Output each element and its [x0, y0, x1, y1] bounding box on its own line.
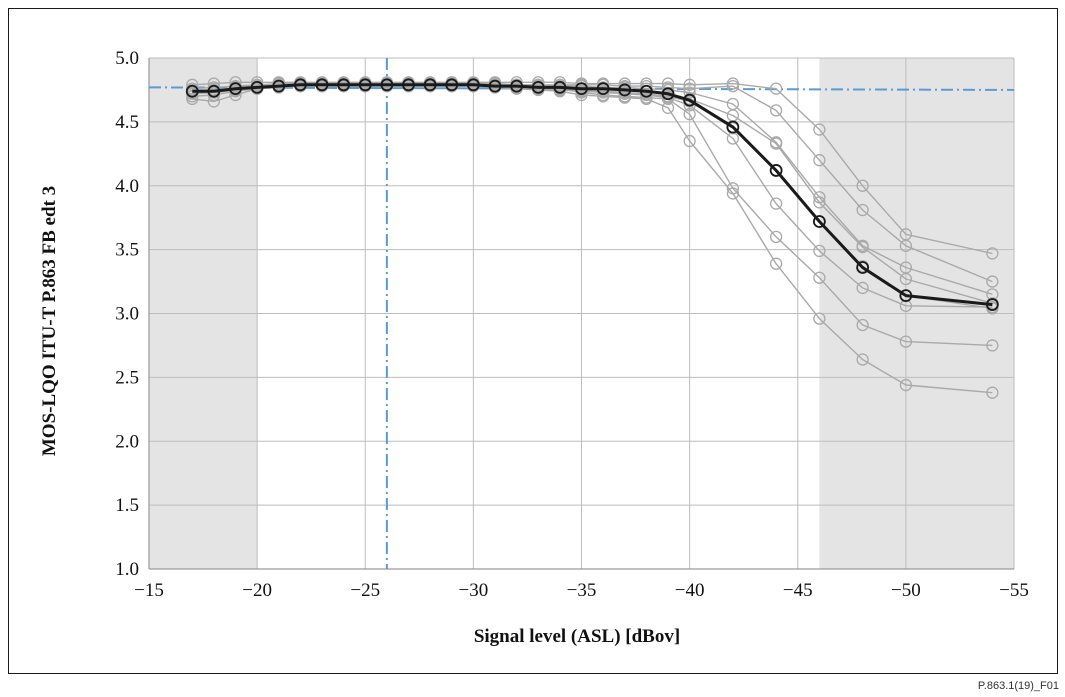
- mean-series-point: [985, 298, 999, 311]
- x-tick-label-3: −25: [350, 580, 380, 601]
- y-tick-label-5: 3.0: [115, 304, 139, 325]
- series-6-point: [813, 244, 826, 258]
- mean-series-point: [185, 84, 199, 98]
- series-2-point: [726, 79, 740, 93]
- series-7-point: [986, 339, 999, 352]
- mean-series-point: [229, 82, 242, 96]
- series-4-point: [813, 196, 826, 209]
- mean-series-point: [445, 78, 459, 92]
- x-tick-label-5: −35: [567, 580, 597, 601]
- axes: [148, 58, 1014, 570]
- mean-series-point: [337, 78, 351, 92]
- mean-series-point: [856, 261, 870, 274]
- x-tick-label-7: −45: [783, 580, 813, 601]
- mean-series-point: [575, 82, 588, 96]
- series-1-point: [856, 179, 869, 192]
- mean-series-point: [466, 78, 480, 92]
- series-3-point: [661, 83, 675, 97]
- series-6-point: [769, 197, 783, 210]
- series-8-point: [899, 378, 913, 392]
- series: [185, 76, 999, 399]
- y-axis-title: MOS-LQO ITU-T P.863 FB edt 3: [39, 186, 60, 456]
- grid: [148, 57, 1015, 570]
- x-tick-label-6: −40: [675, 580, 705, 601]
- series-2-point: [986, 275, 999, 288]
- y-tick-label-3: 2.0: [115, 431, 139, 452]
- series-1-point: [986, 247, 999, 260]
- series-2-point: [813, 154, 826, 167]
- x-tick-label-1: −15: [134, 580, 164, 601]
- series-8-point: [553, 85, 567, 98]
- series-8-point: [856, 353, 869, 366]
- mean-series-point: [531, 80, 545, 94]
- y-tick-label-1: 1.0: [115, 559, 139, 580]
- series-8-point: [618, 91, 631, 104]
- series-8-point: [661, 101, 675, 114]
- mean-series-point: [661, 87, 675, 101]
- reference-line-horizontal: [148, 86, 1015, 91]
- series-4-point: [856, 240, 869, 254]
- mean-series-point: [402, 78, 415, 92]
- mean-series-point: [553, 80, 567, 94]
- series-8-point: [640, 92, 653, 106]
- y-tick-label-9: 5.0: [115, 48, 139, 69]
- y-tick-label-4: 2.5: [115, 367, 139, 388]
- mean-series-point: [510, 79, 524, 93]
- series-2-point: [899, 239, 913, 252]
- mean-series-point: [812, 215, 826, 228]
- series-8-point: [813, 312, 826, 325]
- mean-series-point: [423, 78, 437, 92]
- x-tick-label-4: −30: [459, 580, 489, 601]
- series-8-point: [596, 90, 610, 103]
- mean-series-point: [207, 84, 221, 98]
- mean-series-point: [899, 289, 913, 303]
- series-8-point: [683, 134, 696, 148]
- chart: −15 −20 −25 −30 −35 −40 −45 −50 −55 1.0 1.5 2.0 2.5 3…: [39, 48, 1029, 647]
- mean-series-point: [272, 79, 286, 93]
- tick-labels: −15 −20 −25 −30 −35 −40 −45 −50 −55 1.0 1.5 2.0 2.5 3…: [115, 48, 1029, 601]
- series-3-point: [683, 86, 696, 99]
- mean-series-point: [488, 79, 502, 93]
- y-tick-label-6: 3.5: [115, 240, 139, 261]
- series-8-point: [726, 187, 740, 200]
- mean-series-point: [683, 93, 697, 107]
- series-6-point: [186, 92, 199, 106]
- series-1-point: [813, 123, 826, 136]
- y-tick-label-2: 1.5: [115, 495, 139, 516]
- mean-series-point: [293, 78, 307, 92]
- mean-series-point: [380, 78, 394, 92]
- x-tick-label-9: −55: [999, 580, 1029, 601]
- mean-series-point: [596, 82, 610, 96]
- mean-series-point: [726, 120, 740, 134]
- mean-series-point: [618, 83, 632, 97]
- y-tick-label-7: 4.0: [115, 176, 139, 197]
- series-7-point: [899, 335, 913, 348]
- y-tick-label-8: 4.5: [115, 112, 139, 133]
- series-6-point: [856, 281, 869, 295]
- series-8-point: [986, 386, 999, 399]
- mean-series-point: [250, 80, 264, 94]
- series-1-point: [683, 78, 696, 91]
- mean-series-point: [769, 164, 783, 177]
- series-4-point: [769, 137, 783, 150]
- mean-series-line: [192, 83, 993, 307]
- figure-frame: −15 −20 −25 −30 −35 −40 −45 −50 −55 1.0 1.5 2.0 2.5 3…: [8, 8, 1058, 674]
- mean-series-point: [639, 84, 653, 98]
- mean-series-point: [358, 78, 372, 92]
- mean-series-point: [315, 78, 329, 92]
- x-axis-title: Signal level (ASL) [dBov]: [474, 626, 680, 647]
- series-2-point: [856, 203, 869, 217]
- series-7-point: [769, 230, 783, 244]
- x-tick-label-2: −20: [242, 580, 272, 601]
- reference-lines: [148, 58, 1015, 569]
- figure-id: P.863.1(19)_F01: [977, 680, 1059, 692]
- series-2-point: [769, 104, 783, 117]
- series-7-point: [683, 108, 696, 121]
- x-tick-label-8: −50: [891, 580, 921, 601]
- series-7-point: [856, 318, 869, 332]
- series-4-point: [899, 272, 913, 286]
- series-7-point: [813, 271, 826, 284]
- series-1-point: [769, 82, 783, 95]
- series-8-point: [769, 257, 783, 270]
